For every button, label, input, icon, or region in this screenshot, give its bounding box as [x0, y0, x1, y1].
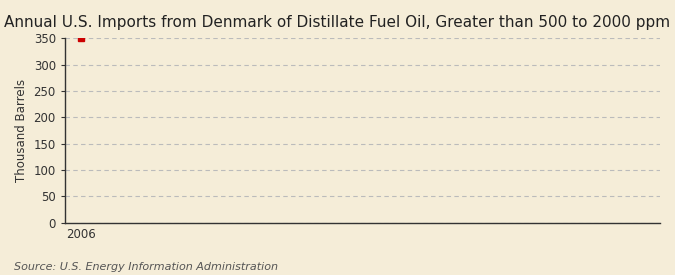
Title: Annual U.S. Imports from Denmark of Distillate Fuel Oil, Greater than 500 to 200: Annual U.S. Imports from Denmark of Dist… [5, 15, 675, 30]
Text: Source: U.S. Energy Information Administration: Source: U.S. Energy Information Administ… [14, 262, 277, 272]
Y-axis label: Thousand Barrels: Thousand Barrels [15, 79, 28, 182]
